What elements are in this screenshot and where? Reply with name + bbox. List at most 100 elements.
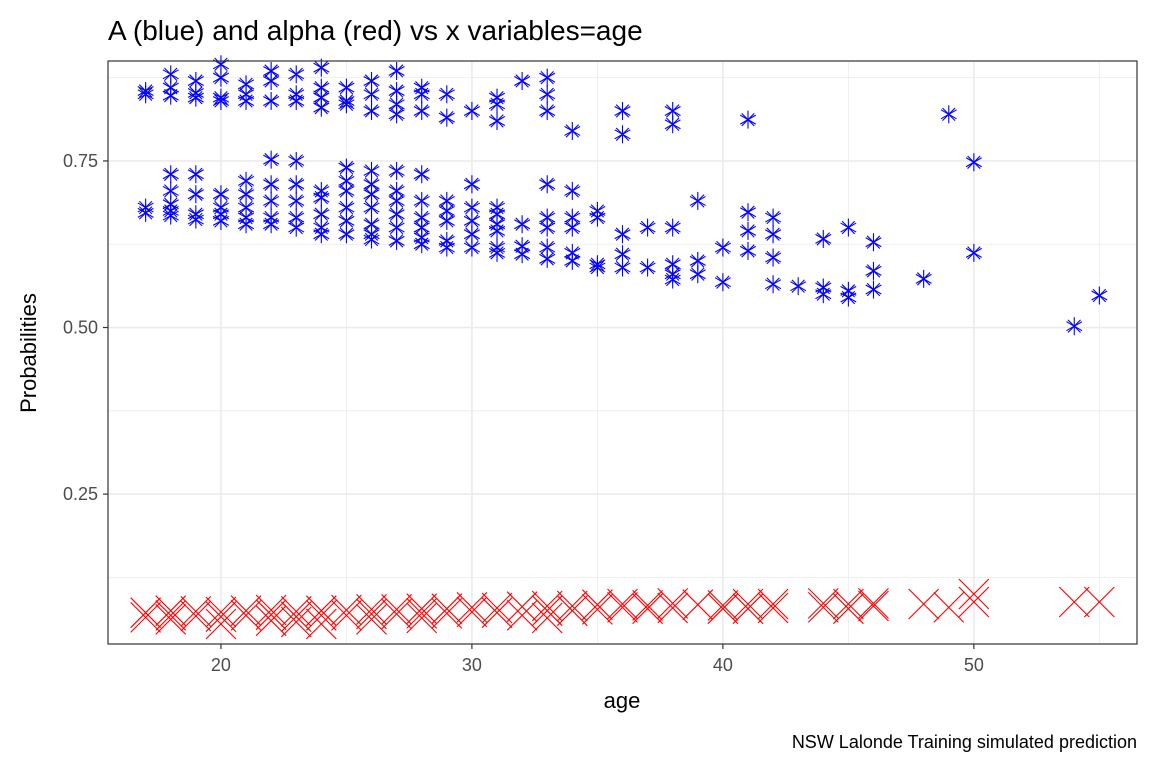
a-point — [564, 251, 581, 270]
a-point — [288, 191, 305, 210]
y-tick-label: 0.50 — [63, 318, 98, 338]
a-point — [438, 211, 455, 230]
a-point — [539, 85, 556, 104]
a-point — [388, 231, 405, 250]
a-point — [388, 95, 405, 114]
alpha-point — [732, 588, 764, 620]
a-point — [388, 61, 405, 80]
a-point — [237, 198, 255, 217]
a-point — [739, 110, 757, 129]
a-point — [765, 225, 782, 244]
a-point — [137, 203, 154, 222]
alpha-point — [632, 589, 663, 621]
a-point — [313, 205, 330, 224]
a-point — [413, 235, 430, 254]
a-point — [313, 98, 330, 117]
a-point — [263, 175, 280, 194]
a-point — [765, 248, 782, 267]
chart-caption: NSW Lalonde Training simulated predictio… — [792, 732, 1137, 752]
a-point — [714, 238, 731, 257]
a-point — [413, 165, 430, 184]
a-point — [463, 175, 480, 194]
a-point — [413, 101, 430, 120]
a-point — [187, 185, 204, 204]
alpha-point — [556, 595, 588, 627]
alpha-point — [908, 588, 940, 620]
a-point — [363, 230, 380, 249]
a-point — [162, 86, 179, 105]
a-point — [965, 243, 982, 262]
y-axis-ticks: 0.25 0.50 0.75 — [63, 151, 108, 504]
alpha-point — [305, 608, 337, 640]
a-point — [539, 175, 556, 194]
a-point — [815, 285, 832, 304]
a-point — [463, 225, 480, 244]
alpha-point — [1083, 586, 1115, 618]
x-tick-label: 20 — [211, 655, 231, 675]
alpha-point — [280, 606, 312, 638]
a-point — [237, 91, 255, 110]
alpha-point — [381, 593, 413, 625]
alpha-point — [356, 603, 387, 635]
a-point — [589, 208, 606, 227]
a-point — [438, 238, 455, 257]
a-point — [388, 191, 405, 210]
a-point — [1066, 317, 1083, 336]
alpha-point — [556, 590, 588, 622]
alpha-point — [180, 600, 212, 632]
a-point — [413, 85, 430, 104]
a-point — [739, 241, 757, 260]
alpha-point — [607, 591, 638, 623]
a-point — [263, 191, 280, 210]
a-point — [212, 91, 230, 110]
alpha-point — [305, 599, 337, 631]
alpha-point — [331, 594, 362, 626]
alpha-point — [858, 587, 889, 619]
alpha-point — [858, 590, 889, 622]
a-point — [614, 258, 631, 277]
alpha-point — [431, 593, 463, 625]
a-point — [288, 175, 305, 194]
a-point — [564, 181, 581, 200]
a-point — [463, 198, 480, 217]
a-point — [162, 65, 179, 84]
a-point — [488, 243, 506, 262]
a-point — [488, 221, 506, 240]
a-point — [338, 225, 355, 244]
alpha-point — [958, 586, 990, 618]
alpha-point — [582, 593, 613, 625]
a-point — [288, 65, 305, 84]
a-point — [865, 280, 882, 299]
alpha-point — [757, 588, 789, 620]
alpha-point — [155, 595, 187, 627]
a-point — [263, 215, 280, 234]
alpha-point — [632, 593, 663, 625]
x-axis-ticks: 20 30 40 50 — [211, 644, 984, 675]
a-point — [689, 251, 706, 270]
a-point — [564, 218, 581, 237]
alpha-point — [431, 597, 463, 629]
alpha-point — [255, 605, 287, 637]
a-point — [664, 115, 681, 134]
a-point — [614, 225, 631, 244]
a-point — [765, 208, 782, 227]
a-point — [940, 105, 957, 124]
a-point — [589, 258, 606, 277]
alpha-point — [255, 599, 287, 631]
alpha-point — [130, 597, 162, 629]
alpha-point — [531, 602, 563, 634]
a-point — [363, 198, 380, 217]
alpha-point — [205, 608, 237, 640]
alpha-point — [205, 601, 237, 633]
a-point — [664, 218, 681, 237]
alpha-point — [582, 589, 613, 621]
alpha-point — [130, 601, 162, 633]
alpha-point — [506, 591, 538, 623]
a-point — [338, 158, 355, 177]
a-point — [288, 91, 305, 110]
a-point — [388, 105, 405, 124]
a-point — [313, 58, 330, 77]
y-axis-title: Probabilities — [16, 293, 41, 413]
